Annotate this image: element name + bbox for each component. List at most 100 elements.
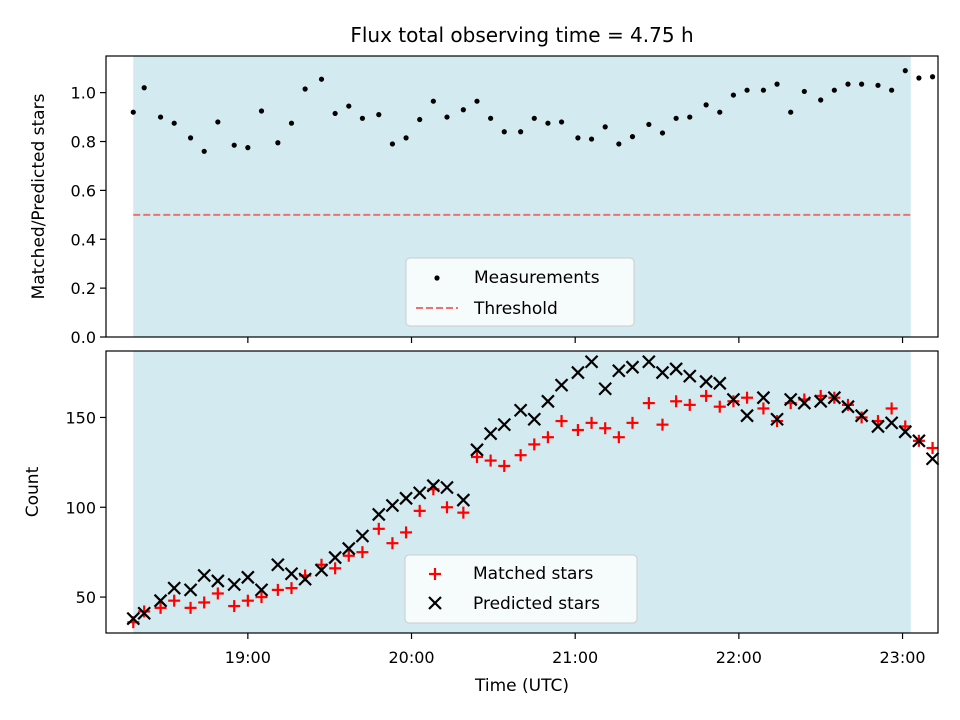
matched-star-point xyxy=(700,389,713,402)
matched-star-point xyxy=(386,537,399,550)
ratio-panel: 0.0 0.2 0.4 0.6 0.8 1.0 Matched/Predicted sta… xyxy=(29,55,939,347)
predicted-star-point xyxy=(898,425,913,439)
measurement-point xyxy=(389,141,396,147)
y-tick-label: 50 xyxy=(76,588,96,607)
matched-star-point xyxy=(626,416,639,429)
matched-star-point xyxy=(926,441,939,454)
measurement-point xyxy=(288,120,295,126)
measurement-point xyxy=(444,114,450,120)
predicted-star-point xyxy=(211,574,225,588)
matched-star-point xyxy=(683,398,696,411)
matched-star-point xyxy=(498,459,511,472)
count-panel-frame xyxy=(105,350,939,634)
measurement-point xyxy=(474,98,480,104)
predicted-star-point xyxy=(513,403,528,418)
matched-legend-marker xyxy=(429,568,441,580)
predicted-star-point xyxy=(554,378,569,392)
measurement-point xyxy=(889,87,895,93)
count-x-axis: 19:00 20:00 21:00 22:00 23:00 xyxy=(225,633,926,667)
predicted-star-point xyxy=(827,390,842,405)
x-tick-label: 22:00 xyxy=(716,648,762,667)
matched-star-point xyxy=(599,422,612,435)
matched-star-point xyxy=(400,526,413,539)
matched-star-point xyxy=(855,411,868,424)
matched-star-point xyxy=(285,582,298,595)
predicted-star-point xyxy=(197,568,211,583)
matched-star-point xyxy=(457,506,470,519)
x-tick-label: 23:00 xyxy=(879,648,925,667)
measurement-point xyxy=(245,145,251,151)
measurement-point xyxy=(659,130,666,136)
measurement-point xyxy=(818,97,824,103)
measurement-point xyxy=(430,98,436,104)
predicted-star-point xyxy=(541,394,555,409)
matched-star-point xyxy=(356,546,369,559)
predicted-star-point xyxy=(884,416,899,430)
measurement-point xyxy=(673,115,679,121)
measurement-point xyxy=(215,119,221,125)
matched-star-point xyxy=(184,601,197,614)
matched-star-point xyxy=(440,501,453,514)
ratio-y-axis-label: Matched/Predicted stars xyxy=(29,93,49,299)
predicted-star-point xyxy=(612,363,626,378)
matched-star-point xyxy=(372,522,385,535)
measurement-point xyxy=(875,82,881,88)
y-tick-label: 100 xyxy=(65,498,96,517)
predicted-star-point xyxy=(271,557,285,572)
predicted-stars-series xyxy=(126,354,940,626)
predicted-star-point xyxy=(797,396,812,410)
matched-star-point xyxy=(727,395,740,408)
measurement-point xyxy=(687,114,693,120)
predicted-star-point xyxy=(227,577,241,592)
matched-star-point xyxy=(656,418,669,431)
matched-star-point xyxy=(168,594,181,607)
x-tick-label: 19:00 xyxy=(225,648,271,667)
measurement-point xyxy=(141,85,147,91)
predicted-star-point xyxy=(712,376,727,391)
y-tick-label: 0.0 xyxy=(71,328,96,347)
matched-star-point xyxy=(138,605,151,618)
predicted-star-point xyxy=(584,354,599,369)
measurement-point xyxy=(845,81,851,87)
y-tick-label: 0.6 xyxy=(71,181,96,200)
predicted-star-point xyxy=(355,529,370,543)
predicted-star-point xyxy=(137,606,151,621)
matched-star-point xyxy=(271,583,284,596)
matched-star-point xyxy=(670,395,683,408)
matched-star-point xyxy=(154,601,167,614)
predicted-star-point xyxy=(183,583,198,597)
measurement-point xyxy=(332,110,338,117)
predicted-star-point xyxy=(682,369,697,383)
matched-star-point xyxy=(841,398,854,411)
matched-star-point xyxy=(757,402,770,415)
measurement-point xyxy=(187,135,194,141)
measurement-point xyxy=(359,115,366,121)
measurement-point xyxy=(231,142,237,148)
predicted-star-point xyxy=(412,486,427,500)
measurement-point xyxy=(488,115,494,121)
predicted-star-point xyxy=(385,498,400,513)
count-legend-box xyxy=(404,554,638,624)
measurement-point xyxy=(518,129,524,135)
matched-star-point xyxy=(198,596,211,609)
measurement-point xyxy=(302,86,308,92)
count-y-axis-label: Count xyxy=(23,466,43,517)
measurement-point xyxy=(730,92,737,98)
measurement-point xyxy=(258,108,265,114)
y-tick-label: 150 xyxy=(65,408,96,427)
y-tick-label: 0.4 xyxy=(71,230,96,249)
predicted-star-point xyxy=(372,507,386,522)
measurements-legend-label: Measurements xyxy=(474,268,600,288)
measurements-series xyxy=(130,68,936,154)
predicted-star-point xyxy=(328,550,342,565)
predicted-star-point xyxy=(655,365,670,380)
predicted-star-point xyxy=(598,381,612,396)
matched-star-point xyxy=(885,402,898,415)
matched-star-point xyxy=(541,431,554,444)
y-tick-label: 0.2 xyxy=(71,279,96,298)
predicted-star-point xyxy=(440,480,454,495)
measurement-point xyxy=(646,121,652,128)
measurement-point xyxy=(501,129,507,135)
count-y-axis: 50 100 150 xyxy=(65,408,106,607)
